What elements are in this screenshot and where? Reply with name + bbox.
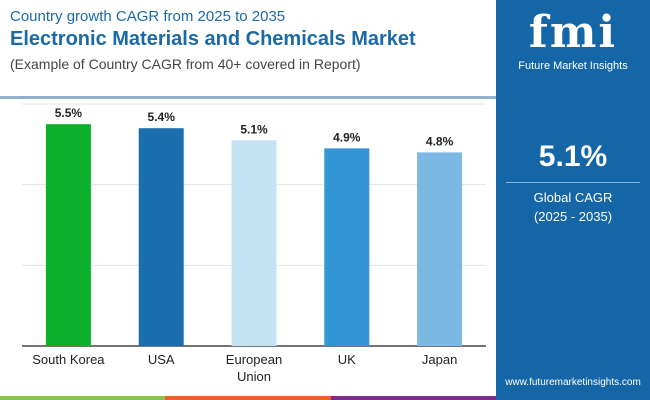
category-label: European (226, 352, 282, 367)
category-label: USA (148, 352, 175, 367)
divider (506, 182, 640, 183)
global-cagr-label: Global CAGR (2025 - 2035) (496, 188, 650, 226)
global-cagr-value: 5.1% (538, 140, 608, 173)
category-label: Union (237, 369, 271, 384)
chart-note: (Example of Country CAGR from 40+ covere… (10, 56, 361, 72)
chart-subtitle: Country growth CAGR from 2025 to 2035 (10, 8, 286, 25)
strip-orange (165, 396, 331, 400)
data-label: 5.5% (55, 106, 83, 120)
data-label: 4.8% (426, 134, 454, 148)
color-strip (0, 396, 496, 400)
cagr-period: (2025 - 2035) (533, 209, 613, 224)
bar (324, 148, 370, 346)
logo-mark: fmi (528, 7, 618, 58)
bar (45, 124, 91, 347)
chart-title: Electronic Materials and Chemicals Marke… (10, 28, 416, 50)
category-label: Japan (422, 352, 457, 367)
bar (231, 140, 277, 346)
strip-green (0, 396, 166, 400)
data-label: 5.4% (148, 110, 176, 124)
data-label: 5.1% (240, 122, 268, 136)
summary-panel: fmi Future Market Insights 5.1% Global C… (496, 0, 650, 400)
cagr-label: Global CAGR (533, 190, 613, 205)
brand-name: Future Market Insights (518, 60, 628, 72)
website-link[interactable]: www.futuremarketinsights.com (505, 377, 641, 388)
bar (417, 152, 463, 346)
category-label: UK (338, 352, 356, 367)
fmi-logo: fmi Future Market Insights (516, 7, 630, 73)
category-label: South Korea (32, 352, 105, 367)
strip-purple (330, 396, 496, 400)
bar (138, 128, 184, 346)
data-label: 4.9% (333, 130, 361, 144)
divider (0, 96, 496, 99)
bar-chart: 5.5% South Korea 5.4% USA 5.1% European Union 4… (22, 103, 486, 384)
